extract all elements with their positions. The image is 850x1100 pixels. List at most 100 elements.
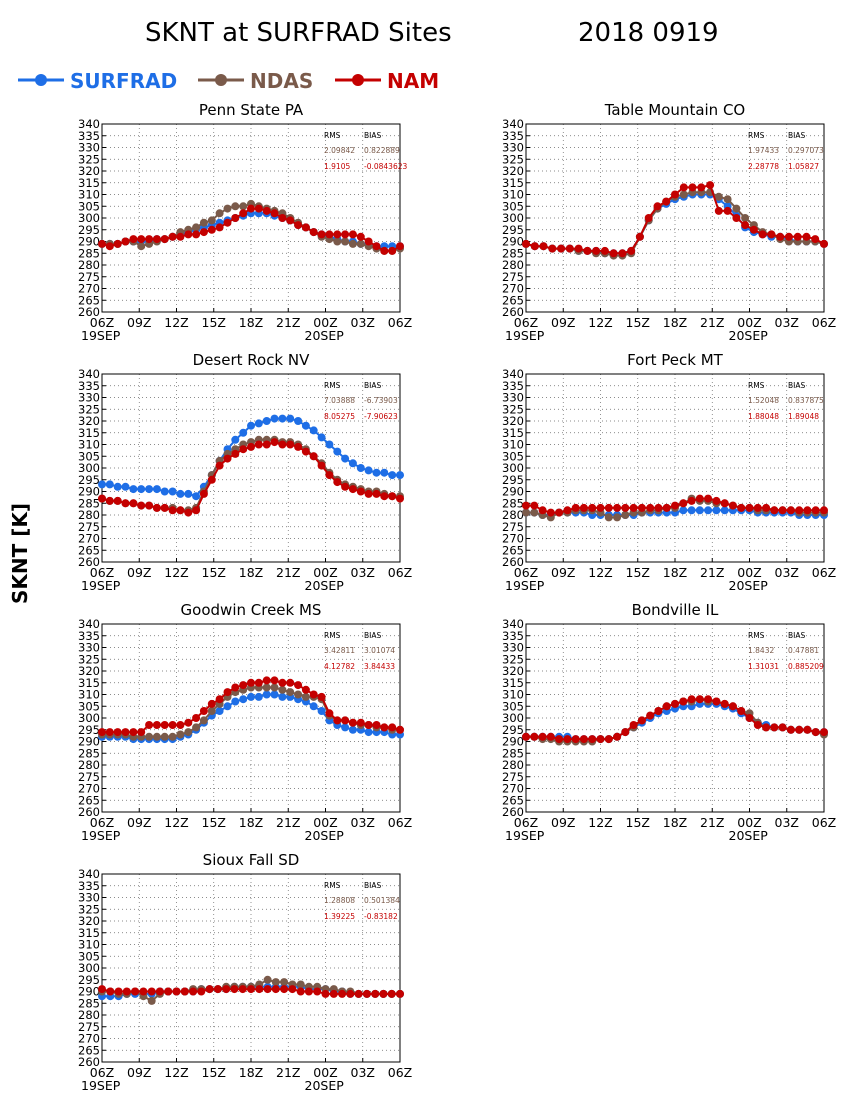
- data-point: [530, 732, 539, 741]
- y-tick-label: 340: [502, 617, 524, 631]
- grid: [525, 373, 825, 563]
- panel: Desert Rock NV26026527027528028529029530…: [78, 351, 412, 593]
- y-tick-label: 325: [78, 652, 100, 666]
- data-point: [695, 695, 704, 704]
- y-tick-label: 340: [502, 117, 524, 131]
- data-point: [635, 232, 644, 241]
- x-tick-label: 21Z: [276, 565, 300, 580]
- data-point: [803, 506, 812, 515]
- data-point: [388, 246, 397, 255]
- data-point: [679, 697, 688, 706]
- y-tick-label: 335: [502, 129, 524, 143]
- data-point: [563, 506, 572, 515]
- data-point: [184, 728, 193, 737]
- x-date-label: 20SEP: [729, 578, 769, 593]
- data-point: [753, 721, 762, 729]
- data-point: [172, 987, 181, 996]
- data-point: [231, 697, 240, 706]
- y-tick-label: 330: [78, 891, 100, 905]
- x-tick-label: 06Z: [812, 565, 836, 580]
- data-point: [396, 725, 404, 734]
- data-point: [571, 735, 580, 744]
- y-tick-label: 305: [78, 699, 100, 713]
- data-point: [671, 699, 679, 708]
- panel-title: Desert Rock NV: [193, 351, 310, 369]
- data-point: [152, 485, 161, 494]
- stats-rms-value: 7.03888: [324, 396, 355, 405]
- data-point: [98, 239, 106, 248]
- data-point: [317, 692, 326, 701]
- data-point: [745, 714, 754, 722]
- data-point: [160, 732, 169, 741]
- data-point: [371, 989, 380, 998]
- data-point: [270, 676, 279, 685]
- data-point: [296, 980, 305, 989]
- data-point: [231, 683, 240, 692]
- x-tick-label: 12Z: [164, 565, 188, 580]
- data-point: [147, 987, 156, 996]
- y-tick-label: 290: [502, 485, 524, 499]
- data-point: [168, 506, 177, 515]
- x-tick-label: 21Z: [276, 815, 300, 830]
- series-nam: [98, 438, 404, 517]
- data-point: [388, 723, 397, 732]
- data-point: [811, 506, 820, 515]
- x-date-label: 19SEP: [81, 1078, 121, 1093]
- y-tick-label: 275: [78, 520, 100, 534]
- x-tick-label: 00Z: [313, 815, 337, 830]
- x-tick-label: 06Z: [90, 565, 114, 580]
- data-point: [278, 214, 287, 222]
- stats-bias-header: BIAS: [364, 631, 381, 640]
- x-date-label: 20SEP: [305, 328, 345, 343]
- stats-bias-header: BIAS: [364, 381, 381, 390]
- grid: [525, 623, 825, 813]
- data-point: [325, 230, 334, 239]
- data-point: [121, 499, 130, 508]
- x-tick-label: 18Z: [239, 565, 263, 580]
- x-tick-label: 15Z: [202, 565, 226, 580]
- y-tick-label: 320: [78, 414, 100, 428]
- data-point: [137, 728, 146, 737]
- x-tick-label: 12Z: [588, 815, 612, 830]
- y-tick-label: 295: [78, 473, 100, 487]
- x-tick-label: 06Z: [90, 815, 114, 830]
- data-point: [364, 728, 373, 737]
- data-point: [749, 225, 758, 234]
- data-point: [105, 480, 114, 489]
- data-point: [280, 985, 289, 994]
- stats-rms-header: RMS: [324, 381, 341, 390]
- legend-label: NDAS: [250, 69, 313, 93]
- data-point: [184, 508, 193, 517]
- data-point: [341, 454, 350, 463]
- data-point: [704, 506, 713, 515]
- y-tick-label: 310: [78, 438, 100, 452]
- x-tick-label: 15Z: [202, 815, 226, 830]
- y-axis-label: SKNT [K]: [8, 503, 32, 604]
- y-tick-label: 285: [78, 996, 100, 1010]
- data-point: [770, 506, 779, 515]
- stats-rms-value: 1.88048: [748, 412, 779, 421]
- legend-marker: [352, 74, 364, 86]
- data-point: [160, 503, 169, 512]
- y-tick-label: 280: [78, 758, 100, 772]
- series-nam: [98, 204, 404, 255]
- x-tick-label: 00Z: [737, 815, 761, 830]
- x-tick-label: 09Z: [127, 565, 151, 580]
- data-point: [741, 214, 750, 222]
- grid: [525, 123, 825, 313]
- data-point: [387, 989, 396, 998]
- stats-bias-value: 0.501384: [364, 896, 400, 905]
- x-tick-label: 03Z: [351, 815, 375, 830]
- data-point: [294, 681, 303, 690]
- x-date-label: 20SEP: [305, 578, 345, 593]
- x-tick-label: 06Z: [812, 815, 836, 830]
- data-point: [189, 987, 198, 996]
- data-point: [687, 506, 696, 515]
- x-tick-label: 06Z: [514, 565, 538, 580]
- y-tick-label: 270: [78, 282, 100, 296]
- x-tick-label: 21Z: [276, 1065, 300, 1080]
- x-tick-label: 06Z: [388, 565, 412, 580]
- x-tick-label: 06Z: [388, 1065, 412, 1080]
- data-point: [207, 699, 216, 708]
